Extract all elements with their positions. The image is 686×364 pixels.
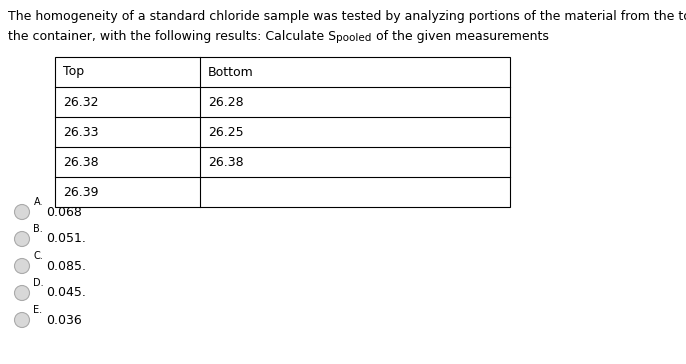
Circle shape	[14, 258, 29, 273]
Circle shape	[14, 313, 29, 328]
Text: the container, with the following results: Calculate S: the container, with the following result…	[8, 30, 336, 43]
Text: D.: D.	[34, 278, 44, 288]
Text: C.: C.	[34, 251, 43, 261]
Text: 26.28: 26.28	[208, 95, 244, 108]
Text: 26.38: 26.38	[208, 155, 244, 169]
Circle shape	[14, 232, 29, 246]
Text: 26.39: 26.39	[63, 186, 99, 198]
Text: 26.38: 26.38	[63, 155, 99, 169]
Bar	[55, 57, 510, 207]
Text: 0.045.: 0.045.	[47, 286, 86, 300]
Text: 0.051.: 0.051.	[47, 233, 86, 245]
Text: Top: Top	[63, 66, 84, 79]
Text: Bottom: Bottom	[208, 66, 254, 79]
Text: pooled: pooled	[336, 33, 372, 43]
Circle shape	[14, 205, 29, 219]
Text: 0.068: 0.068	[47, 206, 82, 218]
Text: E.: E.	[34, 305, 43, 315]
Text: 0.036: 0.036	[47, 313, 82, 327]
Text: of the given measurements: of the given measurements	[372, 30, 548, 43]
Text: 0.085.: 0.085.	[47, 260, 86, 273]
Circle shape	[14, 285, 29, 301]
Text: B.: B.	[34, 224, 43, 234]
Text: The homogeneity of a standard chloride sample was tested by analyzing portions o: The homogeneity of a standard chloride s…	[8, 10, 686, 23]
Text: 26.32: 26.32	[63, 95, 99, 108]
Text: 26.25: 26.25	[208, 126, 244, 138]
Text: A.: A.	[34, 197, 43, 207]
Text: 26.33: 26.33	[63, 126, 99, 138]
